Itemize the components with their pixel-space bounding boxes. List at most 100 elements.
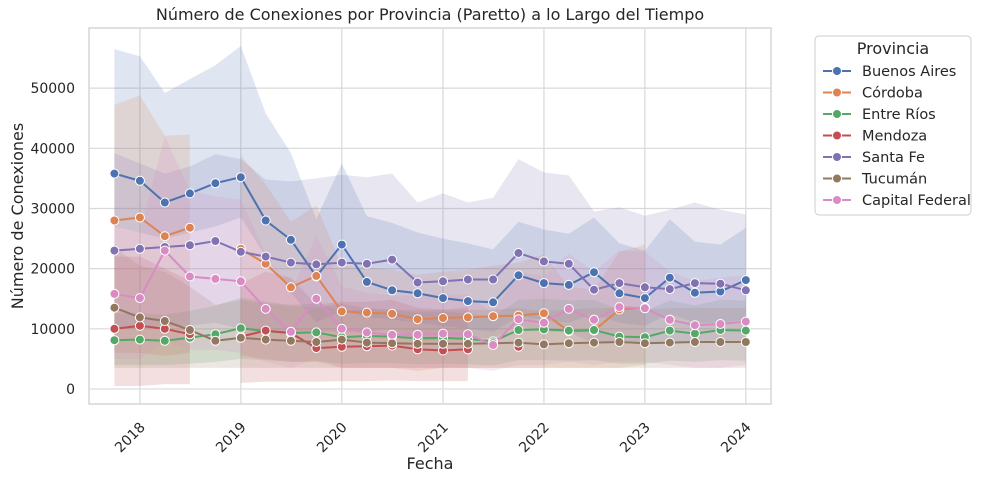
data-point [689, 320, 700, 331]
legend-item: Entre Ríos [823, 107, 936, 123]
legend-items: Buenos Aires Córdoba Entre Ríos Mendoza Sant… [823, 64, 971, 209]
data-point [235, 172, 246, 183]
data-point [589, 325, 599, 335]
legend-label: Mendoza [862, 129, 927, 145]
data-point [210, 236, 221, 246]
data-point [513, 325, 524, 335]
data-point [462, 274, 473, 285]
chart-title: Número de Conexiones por Provincia (Pare… [156, 5, 704, 24]
data-point [235, 246, 246, 257]
data-point [285, 257, 296, 268]
data-point [387, 308, 398, 319]
data-point [689, 328, 700, 339]
y-tick-label: 30000 [30, 201, 75, 217]
legend-label: Córdoba [862, 86, 923, 102]
data-point [614, 278, 625, 289]
series-line [114, 216, 191, 238]
data-point [260, 334, 271, 345]
data-point [109, 245, 120, 256]
data-point [412, 288, 423, 299]
data-point [563, 325, 574, 336]
legend-label: Buenos Aires [862, 64, 956, 80]
data-point [336, 257, 347, 268]
data-point [639, 303, 650, 314]
data-point [538, 317, 549, 328]
data-point [387, 285, 398, 296]
legend-label: Entre Ríos [862, 107, 936, 123]
data-point [109, 168, 120, 179]
data-point [614, 302, 625, 313]
data-point [184, 325, 195, 335]
data-point [589, 314, 599, 325]
data-point [387, 254, 398, 265]
data-point [513, 270, 524, 281]
data-point [109, 215, 120, 226]
data-point [109, 323, 120, 334]
data-point [513, 314, 524, 325]
data-point [285, 326, 296, 337]
data-point [159, 316, 170, 326]
data-point [235, 323, 246, 334]
data-point [412, 277, 423, 288]
data-point [184, 188, 195, 199]
data-point [260, 215, 271, 226]
data-point [184, 240, 195, 251]
data-point [361, 258, 372, 269]
data-point [412, 329, 423, 340]
data-point [740, 325, 751, 336]
data-point [438, 276, 448, 287]
data-point [513, 248, 524, 258]
legend-dot-marker [832, 130, 842, 141]
data-point [134, 293, 145, 304]
legend-dot-marker [832, 87, 842, 98]
data-point [361, 327, 372, 338]
confidence-band [114, 46, 746, 332]
data-point [285, 282, 296, 293]
data-point [361, 307, 372, 318]
data-point [563, 303, 574, 314]
data-point [462, 296, 473, 307]
y-tick-label: 20000 [30, 262, 75, 278]
legend-item: Córdoba [823, 86, 923, 102]
data-point [235, 332, 246, 343]
legend-label: Capital Federal [862, 193, 971, 209]
data-point [210, 335, 221, 346]
data-point [664, 284, 675, 295]
data-point [462, 329, 473, 340]
data-point [260, 303, 271, 314]
data-point [488, 340, 499, 350]
data-point [184, 271, 195, 282]
legend-item: Santa Fe [823, 150, 925, 166]
data-point [715, 319, 726, 329]
data-point [361, 276, 372, 287]
data-point [639, 293, 650, 304]
data-point [538, 256, 549, 267]
legend-item: Tucumán [823, 172, 927, 188]
confidence-band [114, 247, 746, 368]
data-point [336, 239, 347, 250]
data-point [664, 314, 675, 325]
data-point [159, 231, 170, 242]
data-point [462, 312, 473, 323]
data-point [336, 334, 347, 345]
data-point [336, 306, 347, 317]
legend-box [814, 35, 972, 216]
data-point [412, 338, 423, 349]
data-point [689, 278, 700, 289]
data-point [159, 245, 170, 256]
data-point [134, 212, 145, 223]
data-point [589, 267, 599, 278]
data-point [689, 337, 700, 347]
data-point [589, 284, 599, 295]
data-point [311, 270, 322, 281]
data-point [639, 282, 650, 293]
legend-item: Capital Federal [823, 193, 971, 209]
data-point [361, 337, 372, 348]
data-point [336, 323, 347, 334]
data-point [488, 274, 499, 285]
data-point [462, 338, 473, 349]
data-point [134, 320, 145, 331]
data-point [614, 337, 625, 347]
data-point [285, 335, 296, 346]
